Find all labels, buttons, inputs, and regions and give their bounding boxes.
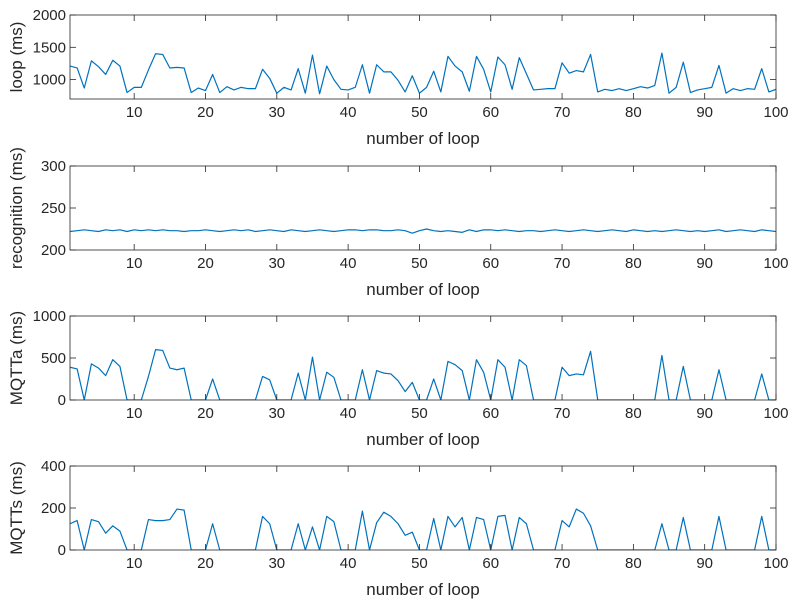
x-tick-label: 90	[696, 255, 713, 272]
x-tick-label: 70	[554, 255, 571, 272]
series-line-4-1	[70, 508, 776, 550]
x-tick-label: 40	[340, 555, 357, 572]
y-tick-label: 500	[41, 350, 66, 367]
x-tick-label: 10	[126, 104, 143, 121]
x-tick-label: 100	[763, 405, 788, 422]
x-tick-label: 20	[197, 405, 214, 422]
x-tick-label: 30	[268, 405, 285, 422]
y-axis-label: loop (ms)	[7, 22, 26, 93]
x-tick-label: 10	[126, 255, 143, 272]
y-tick-label: 1500	[33, 39, 66, 56]
x-tick-label: 70	[554, 555, 571, 572]
x-tick-label: 30	[268, 104, 285, 121]
series-line-3-1	[70, 349, 776, 400]
y-tick-label: 250	[41, 200, 66, 217]
y-axis-label: MQTTs (ms)	[7, 461, 26, 554]
chart-panel-4: 10 20 30 40 50 60 70 80 90 100 0 200 400 number of lo…	[7, 458, 789, 599]
plot-frame	[69, 465, 777, 551]
x-tick-label: 80	[625, 104, 642, 121]
y-tick-label: 1000	[33, 308, 66, 325]
x-axis-label: number of loop	[366, 580, 479, 599]
x-tick-label: 50	[411, 555, 428, 572]
x-tick-label: 20	[197, 104, 214, 121]
y-tick-label: 0	[58, 392, 66, 409]
x-tick-label: 30	[268, 555, 285, 572]
x-tick-label: 100	[763, 555, 788, 572]
x-tick-label: 60	[482, 555, 499, 572]
y-tick-label: 2000	[33, 7, 66, 24]
x-axis-label: number of loop	[366, 430, 479, 449]
x-tick-label: 90	[696, 555, 713, 572]
x-tick-label: 100	[763, 255, 788, 272]
x-tick-label: 10	[126, 555, 143, 572]
x-tick-label: 30	[268, 255, 285, 272]
x-tick-label: 70	[554, 104, 571, 121]
x-tick-label: 70	[554, 405, 571, 422]
x-tick-label: 10	[126, 405, 143, 422]
x-tick-label: 60	[482, 405, 499, 422]
x-tick-label: 40	[340, 255, 357, 272]
y-axis-label: MQTTa (ms)	[7, 311, 26, 405]
plot-frame	[69, 14, 777, 100]
chart-panel-1: 10 20 30 40 50 60 70 80 90 100 1000 1500 2000 number …	[7, 7, 789, 148]
x-tick-label: 90	[696, 104, 713, 121]
x-tick-label: 80	[625, 255, 642, 272]
x-axis-label: number of loop	[366, 129, 479, 148]
x-tick-label: 20	[197, 255, 214, 272]
y-tick-label: 200	[41, 500, 66, 517]
x-tick-label: 40	[340, 405, 357, 422]
y-tick-label: 400	[41, 458, 66, 475]
y-tick-label: 0	[58, 542, 66, 559]
y-tick-label: 200	[41, 242, 66, 259]
x-tick-label: 60	[482, 104, 499, 121]
y-tick-label: 1000	[33, 72, 66, 89]
chart-panel-2: 10 20 30 40 50 60 70 80 90 100 200 250 300 number of …	[7, 147, 789, 299]
series-line-2-1	[70, 228, 776, 234]
x-tick-label: 50	[411, 405, 428, 422]
x-tick-label: 90	[696, 405, 713, 422]
y-tick-label: 300	[41, 158, 66, 175]
x-tick-label: 20	[197, 555, 214, 572]
x-tick-label: 80	[625, 405, 642, 422]
series-line-1-1	[70, 52, 776, 95]
x-tick-label: 100	[763, 104, 788, 121]
x-tick-label: 80	[625, 555, 642, 572]
x-tick-label: 50	[411, 255, 428, 272]
plot-frame	[69, 315, 777, 401]
x-tick-label: 40	[340, 104, 357, 121]
plot-frame	[69, 165, 777, 251]
x-axis-label: number of loop	[366, 280, 479, 299]
y-axis-label: recognition (ms)	[7, 147, 26, 269]
x-tick-label: 60	[482, 255, 499, 272]
x-tick-label: 50	[411, 104, 428, 121]
